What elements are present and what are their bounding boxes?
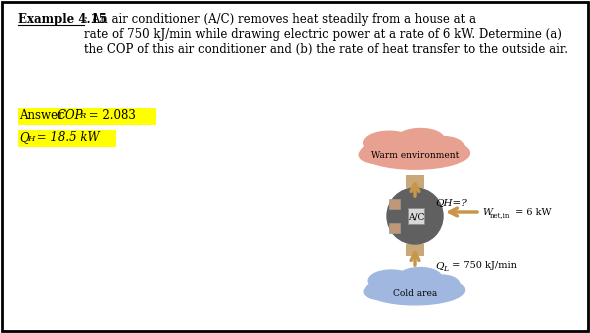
Bar [18, 108, 156, 125]
Text: : An air conditioner (A/C) removes heat steadily from a house at a
rate of 750 k: : An air conditioner (A/C) removes heat … [84, 13, 568, 56]
Bar [406, 175, 424, 188]
Text: = 2.083: = 2.083 [85, 109, 136, 122]
Bar [18, 130, 116, 147]
Ellipse shape [363, 131, 415, 155]
Ellipse shape [365, 275, 464, 305]
Bar [408, 208, 424, 224]
Ellipse shape [396, 129, 444, 150]
Text: W: W [482, 208, 492, 217]
Text: H: H [27, 135, 34, 143]
Ellipse shape [423, 137, 464, 157]
Text: = 18.5 kW: = 18.5 kW [33, 131, 100, 144]
Text: = 6 kW: = 6 kW [512, 208, 552, 217]
Ellipse shape [359, 146, 395, 164]
Text: L: L [443, 265, 448, 273]
Bar [389, 199, 400, 209]
Circle shape [387, 188, 443, 244]
Text: net,in: net,in [490, 211, 510, 219]
Ellipse shape [398, 267, 442, 287]
Text: Cold area: Cold area [393, 288, 437, 297]
Text: Q: Q [19, 131, 29, 144]
Ellipse shape [360, 137, 470, 169]
Text: QH=?: QH=? [435, 198, 467, 207]
Text: Example 4.15: Example 4.15 [18, 13, 107, 26]
Text: Q: Q [435, 261, 444, 270]
Text: Answer: Answer [19, 109, 67, 122]
Ellipse shape [422, 275, 460, 293]
Text: A/C: A/C [408, 212, 424, 221]
Text: Warm environment: Warm environment [371, 152, 459, 161]
Bar [406, 244, 424, 256]
Text: = 750 kJ/min: = 750 kJ/min [449, 261, 517, 270]
Text: R: R [79, 112, 85, 120]
Text: COP: COP [57, 109, 84, 122]
Bar [389, 223, 400, 233]
Ellipse shape [368, 270, 415, 291]
Ellipse shape [364, 284, 396, 300]
